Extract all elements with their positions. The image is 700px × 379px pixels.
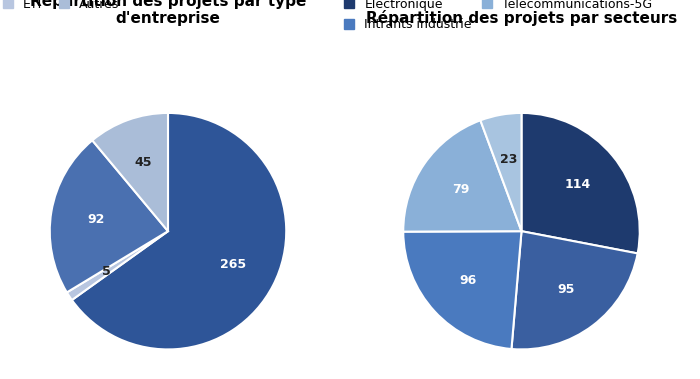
Wedge shape	[403, 231, 522, 349]
Wedge shape	[480, 113, 522, 231]
Text: 23: 23	[500, 152, 517, 166]
Legend: PME, ETI, Grand groupe, Autres: PME, ETI, Grand groupe, Autres	[3, 0, 165, 11]
Wedge shape	[522, 113, 640, 254]
Title: Répartition des projets par secteurs: Répartition des projets par secteurs	[366, 10, 677, 26]
Text: 79: 79	[453, 183, 470, 196]
Wedge shape	[512, 231, 638, 349]
Text: 95: 95	[557, 283, 575, 296]
Text: 96: 96	[459, 274, 476, 287]
Wedge shape	[50, 140, 168, 293]
Text: 114: 114	[565, 178, 591, 191]
Text: 265: 265	[220, 258, 246, 271]
Legend: Santé, Electronique, Intrants industrie, Agroalimentaire, Télécommunications-5G: Santé, Electronique, Intrants industrie,…	[344, 0, 652, 31]
Wedge shape	[403, 120, 522, 232]
Text: 45: 45	[134, 156, 152, 169]
Text: 5: 5	[102, 265, 111, 278]
Title: Répartition des projets par type
d'entreprise: Répartition des projets par type d'entre…	[30, 0, 306, 26]
Text: 92: 92	[87, 213, 104, 226]
Wedge shape	[92, 113, 168, 231]
Wedge shape	[66, 231, 168, 300]
Wedge shape	[72, 113, 286, 349]
